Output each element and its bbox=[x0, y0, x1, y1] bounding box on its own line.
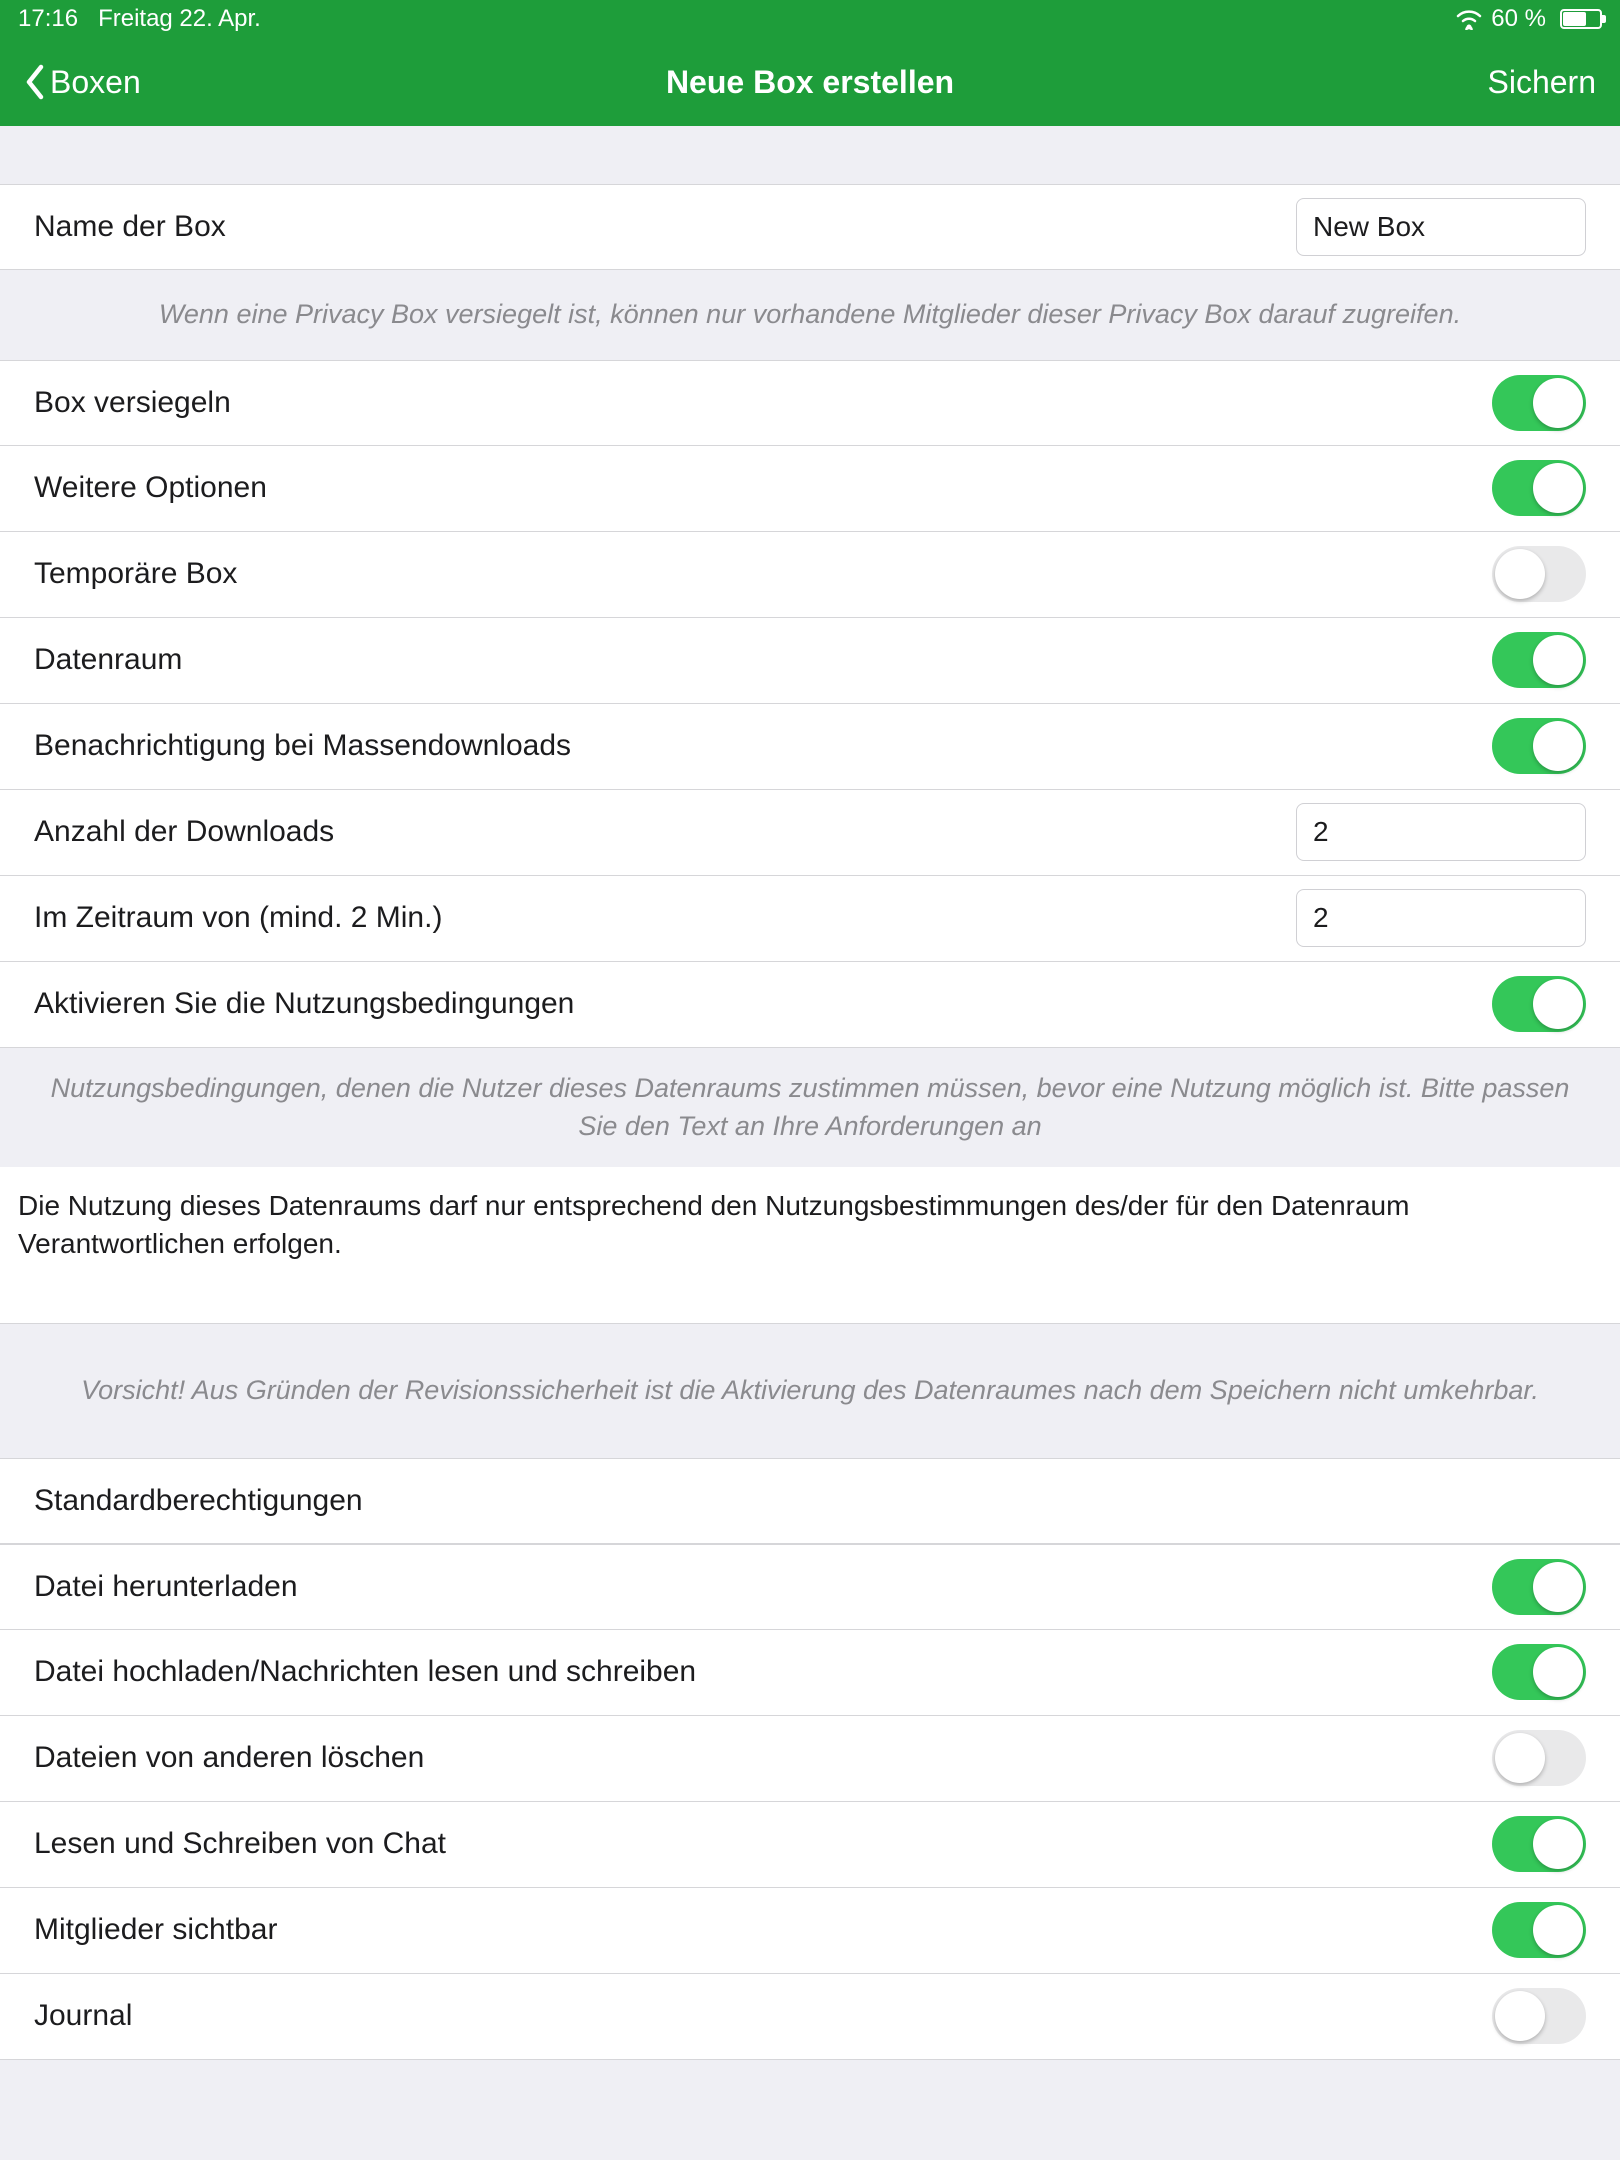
option-dataroom-toggle[interactable] bbox=[1492, 632, 1586, 688]
perm-members-toggle[interactable] bbox=[1492, 1902, 1586, 1958]
option-dlwindow-label: Im Zeitraum von (mind. 2 Min.) bbox=[34, 901, 1296, 935]
perm-journal: Journal bbox=[0, 1974, 1620, 2060]
dataroom-warning: Vorsicht! Aus Gründen der Revisionssiche… bbox=[0, 1324, 1620, 1458]
option-terms_en-toggle[interactable] bbox=[1492, 976, 1586, 1032]
option-dlcount-input[interactable] bbox=[1296, 803, 1586, 861]
status-date: Freitag 22. Apr. bbox=[98, 5, 261, 33]
option-more: Weitere Optionen bbox=[0, 446, 1620, 532]
perm-download: Datei herunterladen bbox=[0, 1544, 1620, 1630]
page-title: Neue Box erstellen bbox=[0, 64, 1620, 101]
option-more-toggle[interactable] bbox=[1492, 460, 1586, 516]
perm-chat-label: Lesen und Schreiben von Chat bbox=[34, 1827, 1492, 1861]
option-dlwindow-input[interactable] bbox=[1296, 889, 1586, 947]
option-seal-label: Box versiegeln bbox=[34, 386, 1492, 420]
nav-bar: Boxen Neue Box erstellen Sichern bbox=[0, 38, 1620, 126]
permissions-heading: Standardberechtigungen bbox=[34, 1484, 1586, 1518]
perm-journal-label: Journal bbox=[34, 1999, 1492, 2033]
perm-journal-toggle[interactable] bbox=[1492, 1988, 1586, 2044]
permissions-list: Datei herunterladen Datei hochladen/Nachr… bbox=[0, 1544, 1620, 2060]
perm-chat: Lesen und Schreiben von Chat bbox=[0, 1802, 1620, 1888]
content: Name der Box Wenn eine Privacy Box versi… bbox=[0, 126, 1620, 2060]
option-massnotice: Benachrichtigung bei Massendownloads bbox=[0, 704, 1620, 790]
perm-members-label: Mitglieder sichtbar bbox=[34, 1913, 1492, 1947]
option-terms_en: Aktivieren Sie die Nutzungsbedingungen bbox=[0, 962, 1620, 1048]
perm-upload-toggle[interactable] bbox=[1492, 1644, 1586, 1700]
perm-delete: Dateien von anderen löschen bbox=[0, 1716, 1620, 1802]
option-dlcount: Anzahl der Downloads bbox=[0, 790, 1620, 876]
option-massnotice-label: Benachrichtigung bei Massendownloads bbox=[34, 729, 1492, 763]
option-seal: Box versiegeln bbox=[0, 360, 1620, 446]
options-list: Box versiegeln Weitere Optionen Temporäre … bbox=[0, 360, 1620, 1048]
back-button[interactable]: Boxen bbox=[24, 64, 141, 101]
box-name-label: Name der Box bbox=[34, 210, 1296, 244]
back-label: Boxen bbox=[50, 64, 141, 101]
row-box-name: Name der Box bbox=[0, 184, 1620, 270]
perm-members: Mitglieder sichtbar bbox=[0, 1888, 1620, 1974]
option-temp: Temporäre Box bbox=[0, 532, 1620, 618]
status-bar: 17:16 Freitag 22. Apr. 60 % bbox=[0, 0, 1620, 38]
sealed-note: Wenn eine Privacy Box versiegelt ist, kö… bbox=[0, 270, 1620, 360]
save-button[interactable]: Sichern bbox=[1488, 64, 1597, 101]
option-temp-label: Temporäre Box bbox=[34, 557, 1492, 591]
wifi-icon bbox=[1455, 8, 1483, 30]
option-temp-toggle[interactable] bbox=[1492, 546, 1586, 602]
option-more-label: Weitere Optionen bbox=[34, 471, 1492, 505]
perm-delete-label: Dateien von anderen löschen bbox=[34, 1741, 1492, 1775]
perm-chat-toggle[interactable] bbox=[1492, 1816, 1586, 1872]
option-dlcount-label: Anzahl der Downloads bbox=[34, 815, 1296, 849]
battery-icon bbox=[1560, 9, 1602, 29]
perm-upload: Datei hochladen/Nachrichten lesen und sc… bbox=[0, 1630, 1620, 1716]
option-seal-toggle[interactable] bbox=[1492, 375, 1586, 431]
perm-download-label: Datei herunterladen bbox=[34, 1570, 1492, 1604]
status-battery-pct: 60 % bbox=[1491, 5, 1546, 33]
option-dataroom-label: Datenraum bbox=[34, 643, 1492, 677]
perm-upload-label: Datei hochladen/Nachrichten lesen und sc… bbox=[34, 1655, 1492, 1689]
perm-delete-toggle[interactable] bbox=[1492, 1730, 1586, 1786]
option-terms_en-label: Aktivieren Sie die Nutzungsbedingungen bbox=[34, 987, 1492, 1021]
terms-text[interactable]: Die Nutzung dieses Datenraums darf nur e… bbox=[0, 1167, 1620, 1324]
option-massnotice-toggle[interactable] bbox=[1492, 718, 1586, 774]
option-dataroom: Datenraum bbox=[0, 618, 1620, 704]
box-name-input[interactable] bbox=[1296, 198, 1586, 256]
terms-note: Nutzungsbedingungen, denen die Nutzer di… bbox=[0, 1048, 1620, 1168]
chevron-left-icon bbox=[24, 64, 46, 100]
status-time: 17:16 bbox=[18, 5, 78, 33]
perm-download-toggle[interactable] bbox=[1492, 1559, 1586, 1615]
option-dlwindow: Im Zeitraum von (mind. 2 Min.) bbox=[0, 876, 1620, 962]
row-permissions-heading: Standardberechtigungen bbox=[0, 1458, 1620, 1544]
